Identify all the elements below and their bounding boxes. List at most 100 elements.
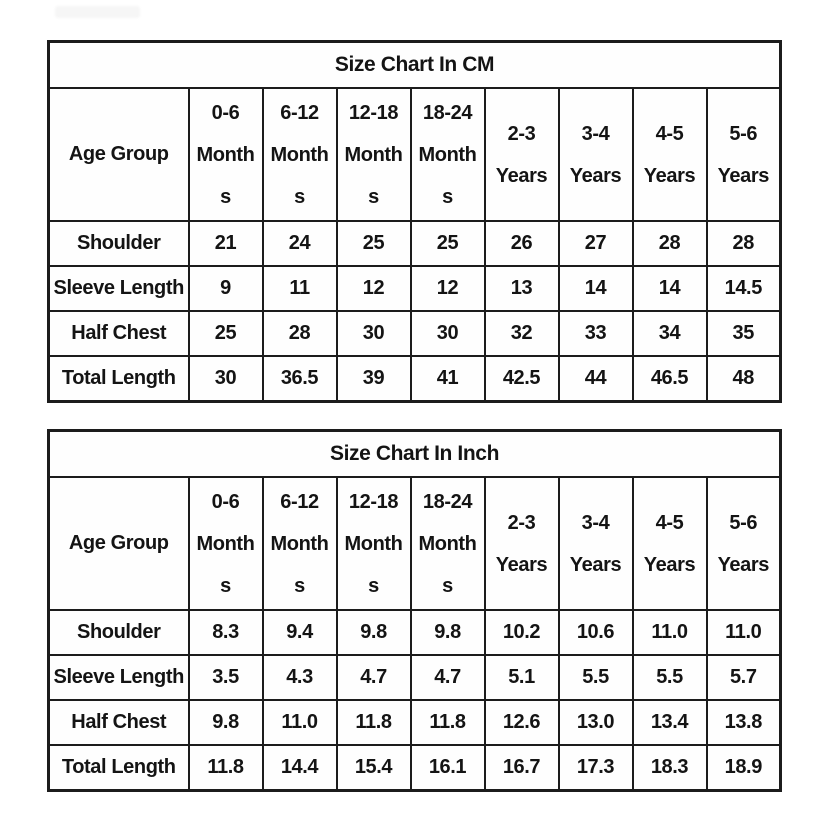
value-cell: 32 (483, 310, 560, 357)
row-label-total-length: Total Length (47, 355, 190, 403)
value-cell: 41 (409, 355, 486, 403)
column-header-line: Years (569, 553, 622, 576)
column-header-2-3-years: 2-3 Years (483, 476, 560, 611)
column-header-line: Month (196, 532, 255, 555)
value-cell: 13.0 (557, 699, 634, 746)
column-header-line: s (368, 185, 379, 208)
value-cell: 9.8 (187, 699, 264, 746)
column-header-line: 3-4 (581, 511, 610, 534)
column-header-12-18-month-s: 12-18 Month s (335, 476, 412, 611)
value-cell: 11 (261, 265, 338, 312)
value-cell: 4.3 (261, 654, 338, 701)
value-cell: 11.0 (631, 609, 708, 656)
column-header-line: 4-5 (655, 511, 684, 534)
column-header-line: 6-12 (280, 490, 319, 513)
value-cell: 36.5 (261, 355, 338, 403)
column-header-3-4-years: 3-4 Years (557, 87, 634, 222)
value-cell: 14.5 (705, 265, 782, 312)
column-header-line: 5-6 (729, 511, 758, 534)
row-label-sleeve-length: Sleeve Length (47, 654, 190, 701)
column-header-line: s (294, 185, 305, 208)
column-header-line: Years (643, 553, 696, 576)
column-header-line: s (442, 185, 453, 208)
value-cell: 28 (631, 220, 708, 267)
column-header-line: s (220, 185, 231, 208)
value-cell: 11.0 (261, 699, 338, 746)
value-cell: 9.8 (335, 609, 412, 656)
value-cell: 30 (335, 310, 412, 357)
value-cell: 10.6 (557, 609, 634, 656)
table-title: Size Chart In CM (47, 40, 782, 89)
value-cell: 10.2 (483, 609, 560, 656)
column-header-line: Month (418, 143, 477, 166)
value-cell: 9 (187, 265, 264, 312)
column-header-18-24-month-s: 18-24 Month s (409, 87, 486, 222)
value-cell: 18.9 (705, 744, 782, 792)
table-row: Half Chest 9.8 11.0 11.8 11.8 12.6 13.0 13.4 13.… (47, 699, 782, 746)
table-title: Size Chart In Inch (47, 429, 782, 478)
column-header-18-24-month-s: 18-24 Month s (409, 476, 486, 611)
column-header-line: Month (270, 143, 329, 166)
value-cell: 26 (483, 220, 560, 267)
table-row: Total Length 11.8 14.4 15.4 16.1 16.7 17.3 18.3… (47, 744, 782, 792)
column-header-line: Years (717, 164, 770, 187)
column-header-4-5-years: 4-5 Years (631, 476, 708, 611)
column-header-line: Month (418, 532, 477, 555)
value-cell: 15.4 (335, 744, 412, 792)
column-header-line: s (294, 574, 305, 597)
table-row: Shoulder 21 24 25 25 26 27 28 28 (47, 220, 782, 267)
column-header-line: 12-18 (348, 101, 399, 124)
value-cell: 44 (557, 355, 634, 403)
column-header-6-12-month-s: 6-12 Month s (261, 87, 338, 222)
column-header-2-3-years: 2-3 Years (483, 87, 560, 222)
table-row: Total Length 30 36.5 39 41 42.5 44 46.5 48 (47, 355, 782, 403)
size-chart-cm-table: Size Chart In CM Age Group 0-6 Month s 6-12 Mo… (47, 40, 783, 403)
column-header-line: Month (270, 532, 329, 555)
column-header-line: Years (569, 164, 622, 187)
column-header-5-6-years: 5-6 Years (705, 87, 782, 222)
value-cell: 34 (631, 310, 708, 357)
value-cell: 28 (705, 220, 782, 267)
value-cell: 17.3 (557, 744, 634, 792)
value-cell: 12 (409, 265, 486, 312)
value-cell: 25 (335, 220, 412, 267)
value-cell: 48 (705, 355, 782, 403)
value-cell: 35 (705, 310, 782, 357)
column-header-line: 6-12 (280, 101, 319, 124)
value-cell: 11.8 (409, 699, 486, 746)
column-header-line: 2-3 (507, 511, 536, 534)
column-header-line: 0-6 (211, 490, 240, 513)
column-header-5-6-years: 5-6 Years (705, 476, 782, 611)
value-cell: 12 (335, 265, 412, 312)
column-header-6-12-month-s: 6-12 Month s (261, 476, 338, 611)
column-header-4-5-years: 4-5 Years (631, 87, 708, 222)
value-cell: 12.6 (483, 699, 560, 746)
table-row: Shoulder 8.3 9.4 9.8 9.8 10.2 10.6 11.0 11.0 (47, 609, 782, 656)
column-header-3-4-years: 3-4 Years (557, 476, 634, 611)
column-header-line: 0-6 (211, 101, 240, 124)
value-cell: 18.3 (631, 744, 708, 792)
value-cell: 4.7 (335, 654, 412, 701)
row-label-half-chest: Half Chest (47, 310, 190, 357)
value-cell: 30 (187, 355, 264, 403)
value-cell: 11.8 (187, 744, 264, 792)
top-left-smudge (55, 6, 140, 18)
value-cell: 39 (335, 355, 412, 403)
value-cell: 25 (409, 220, 486, 267)
column-header-line: Month (196, 143, 255, 166)
value-cell: 14.4 (261, 744, 338, 792)
row-label-total-length: Total Length (47, 744, 190, 792)
value-cell: 21 (187, 220, 264, 267)
table-row: Sleeve Length 3.5 4.3 4.7 4.7 5.1 5.5 5.5 5.7 (47, 654, 782, 701)
value-cell: 13.8 (705, 699, 782, 746)
row-label-shoulder: Shoulder (47, 220, 190, 267)
column-header-line: 12-18 (348, 490, 399, 513)
value-cell: 33 (557, 310, 634, 357)
column-header-line: 2-3 (507, 122, 536, 145)
value-cell: 11.0 (705, 609, 782, 656)
value-cell: 30 (409, 310, 486, 357)
value-cell: 8.3 (187, 609, 264, 656)
column-header-0-6-month-s: 0-6 Month s (187, 87, 264, 222)
column-header-line: s (220, 574, 231, 597)
row-label-shoulder: Shoulder (47, 609, 190, 656)
